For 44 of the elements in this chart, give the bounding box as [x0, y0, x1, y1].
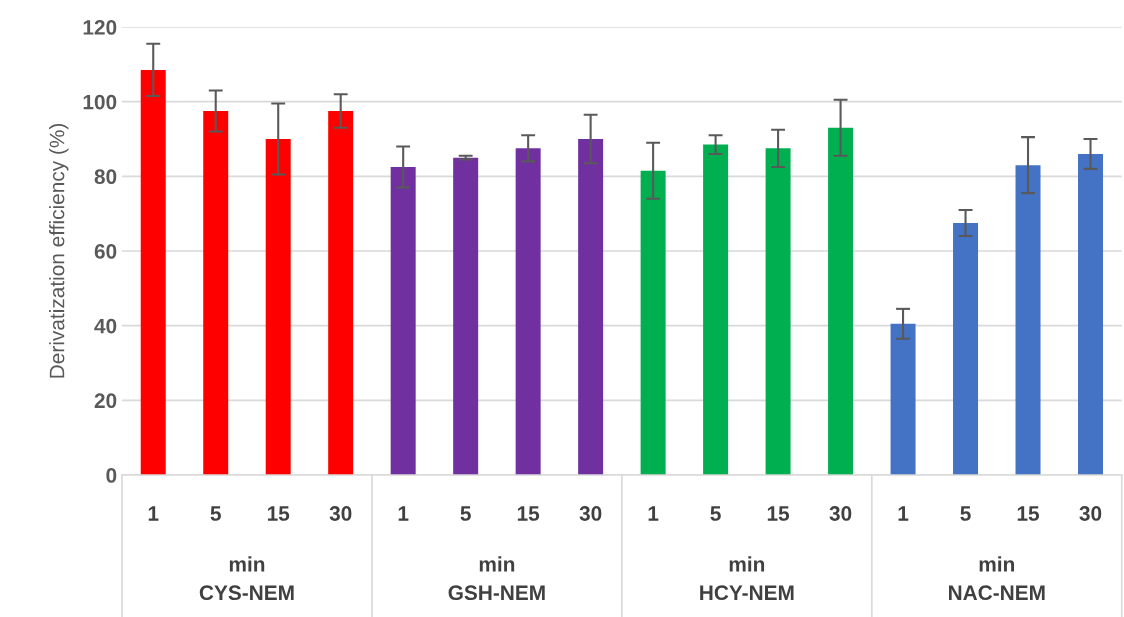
x-tick-label: 5	[210, 506, 221, 521]
bar	[328, 111, 354, 475]
bar	[890, 323, 916, 475]
bar	[1015, 165, 1041, 475]
text: min CYS-NEM	[199, 556, 294, 601]
x-tick-label: 30	[329, 506, 352, 521]
x-tick-label: 1	[148, 506, 159, 521]
bar	[140, 69, 166, 475]
y-tick-label: 60	[94, 244, 117, 259]
x-tick-label: 1	[898, 506, 909, 521]
bar	[578, 139, 604, 475]
bar	[515, 148, 541, 475]
x-tick-label: 1	[648, 506, 659, 521]
x-tick-label: 5	[710, 506, 721, 521]
y-tick-label: 0	[106, 468, 117, 483]
y-tick-label: 100	[83, 94, 117, 110]
y-tick-label: 20	[94, 393, 117, 409]
text: min GSH-NEM	[448, 556, 545, 601]
x-tick-label: 15	[1017, 506, 1040, 521]
bar	[453, 157, 479, 475]
bar	[953, 223, 979, 475]
x-tick-label: 30	[829, 506, 852, 521]
x-tick-label: 15	[267, 506, 290, 521]
bar	[640, 170, 666, 475]
y-tick-label: 40	[94, 318, 117, 334]
x-tick-label: 30	[579, 506, 602, 521]
x-tick-label: 1	[398, 506, 409, 521]
bar	[265, 139, 291, 475]
bar	[390, 167, 416, 475]
y-tick-label: 120	[83, 20, 117, 35]
bar	[703, 144, 729, 475]
bar	[203, 111, 229, 475]
bar	[765, 148, 791, 475]
text: min NAC-NEM	[948, 556, 1045, 601]
y-tick-label: 80	[94, 169, 117, 185]
text: min HCY-NEM	[700, 556, 794, 601]
x-tick-label: 5	[460, 506, 471, 521]
bar	[828, 127, 854, 475]
x-tick-label: 30	[1079, 506, 1102, 521]
x-tick-label: 5	[960, 506, 971, 521]
bar	[1078, 153, 1104, 475]
y-axis-title: Derivatization efficiency (%)	[49, 123, 69, 378]
x-tick-label: 15	[767, 506, 790, 521]
x-tick-label: 15	[517, 506, 540, 521]
